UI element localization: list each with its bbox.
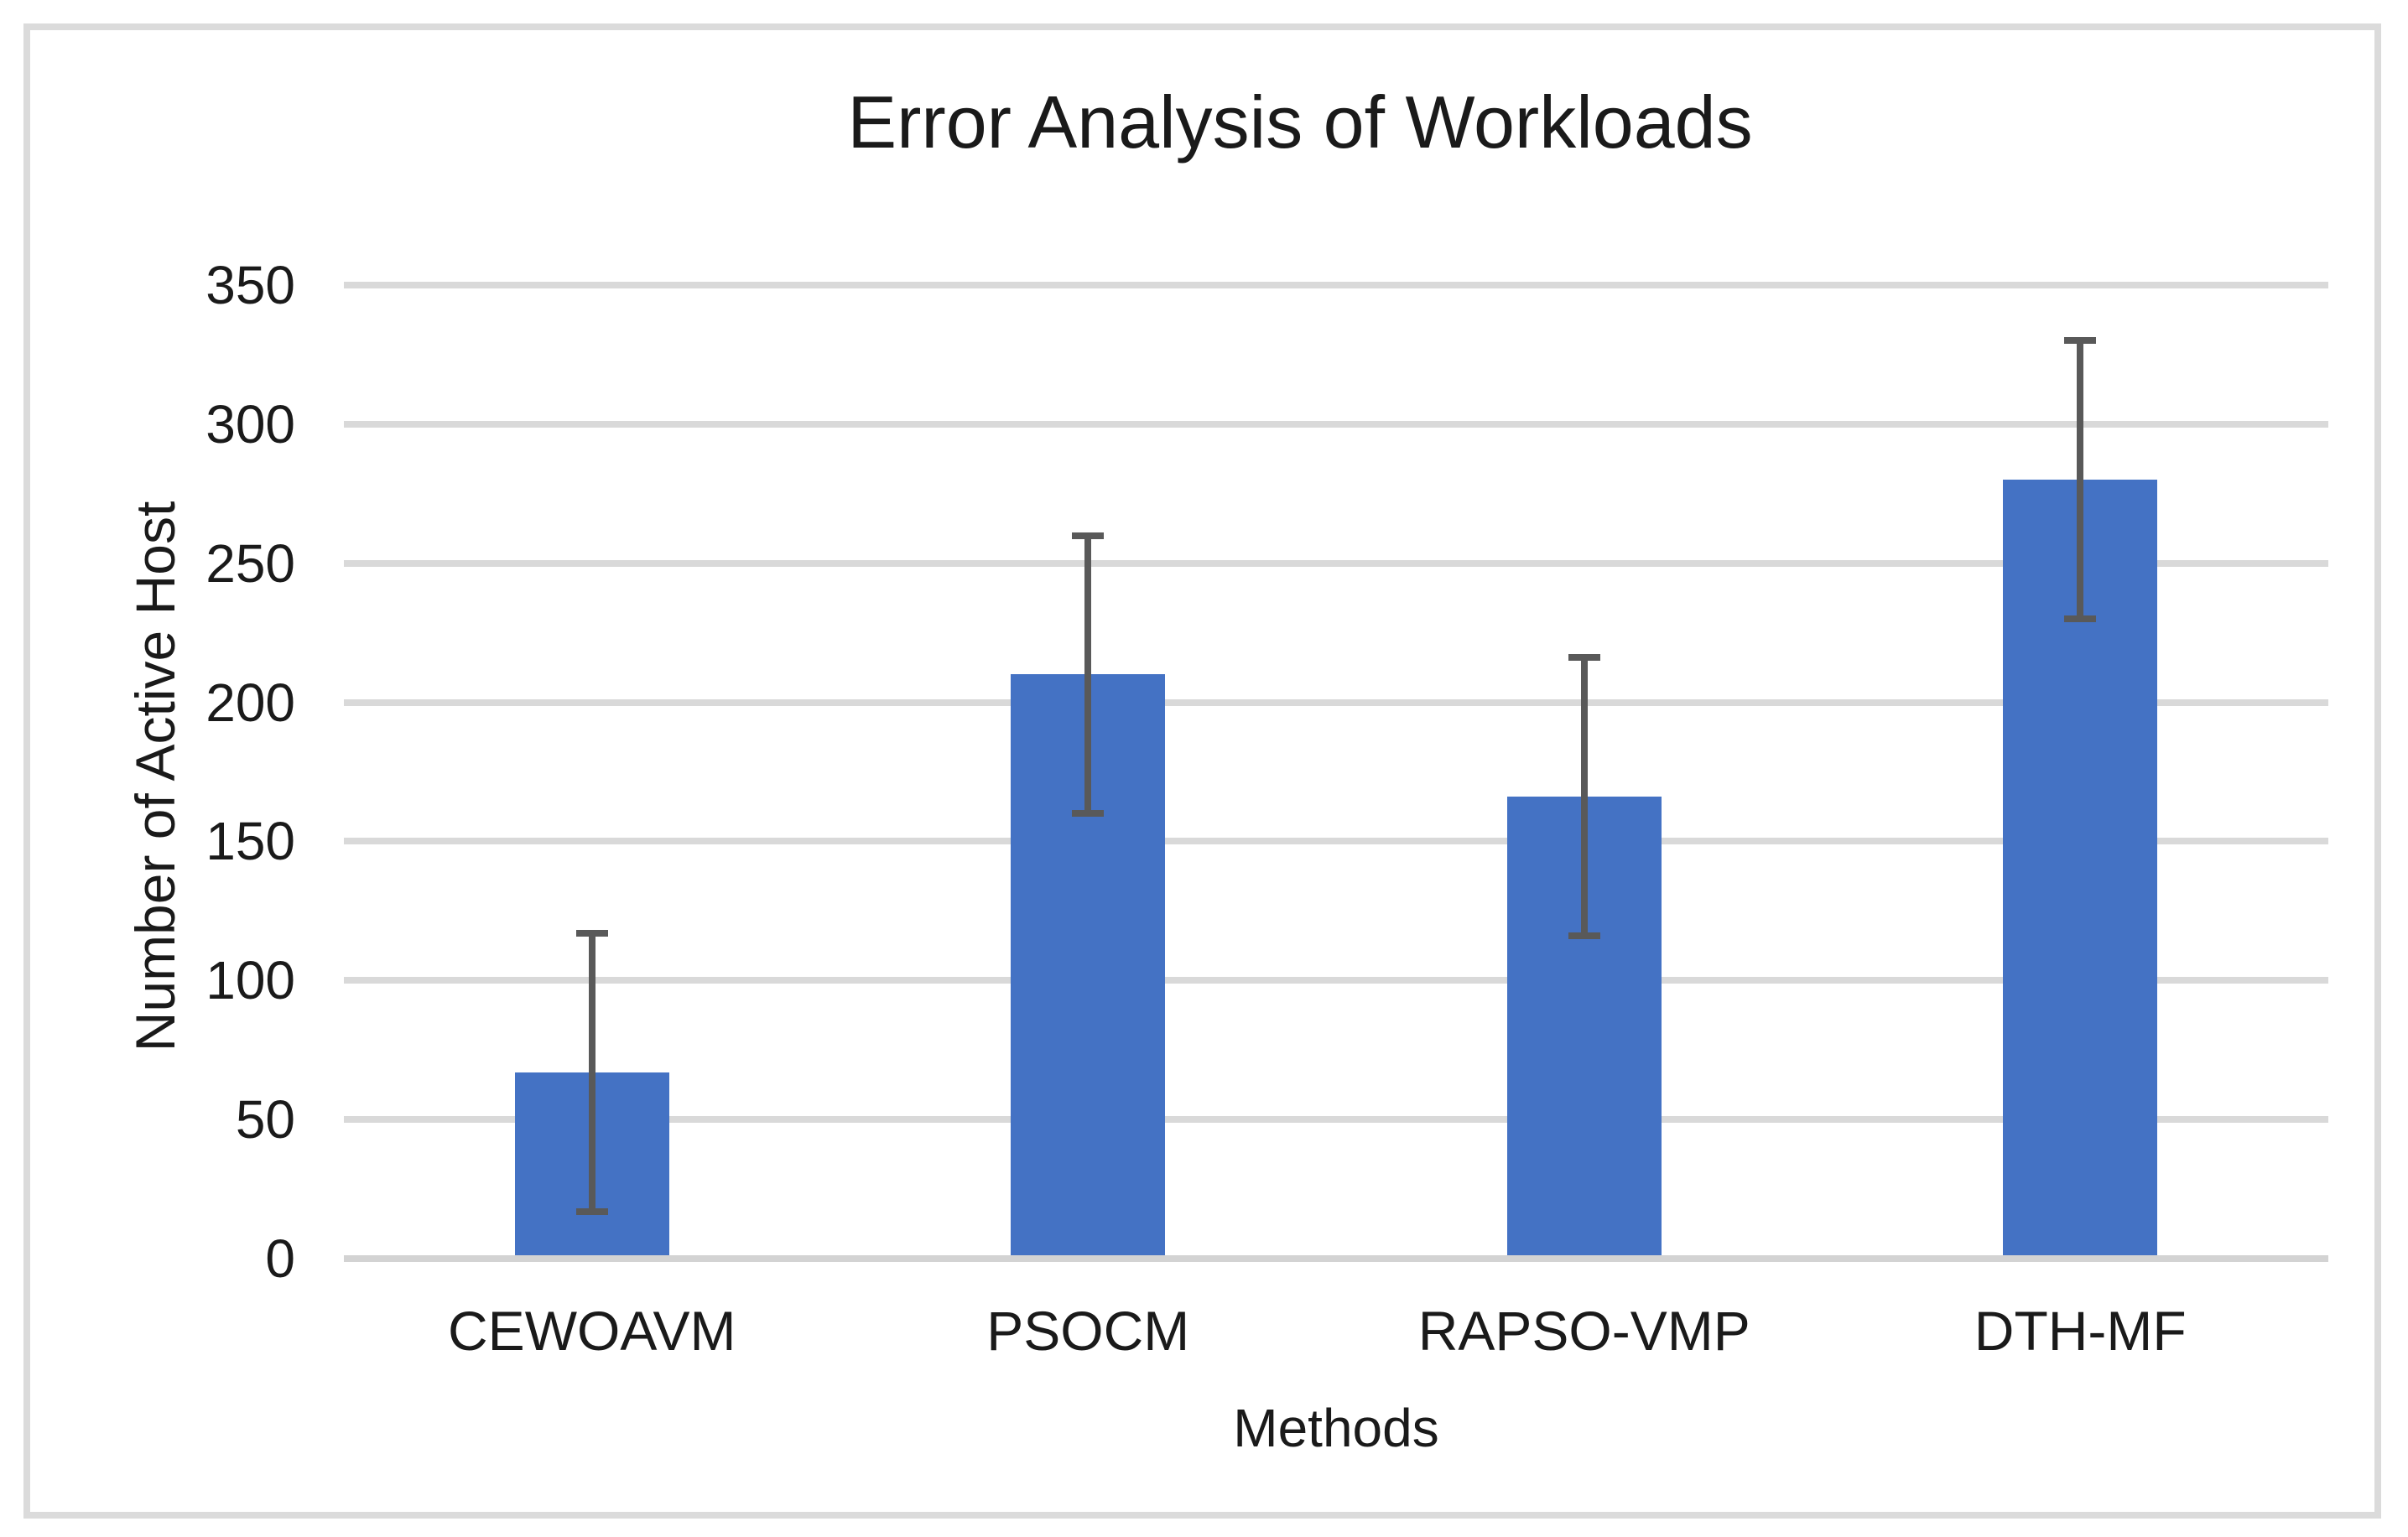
error-bar-cap-top: [1072, 532, 1105, 539]
y-tick-label: 100: [205, 950, 295, 1011]
y-tick-label: 300: [205, 393, 295, 454]
error-bar-cap-top: [2064, 337, 2097, 345]
error-bar-line: [1580, 657, 1588, 937]
error-bar-line: [2077, 340, 2084, 620]
y-tick-label: 350: [205, 255, 295, 315]
x-axis-line: [344, 1255, 2328, 1262]
error-bar-cap-bottom: [1072, 810, 1105, 818]
y-tick-label: 250: [205, 532, 295, 594]
x-category-label: DTH-MF: [1974, 1300, 2187, 1362]
error-bar-line: [588, 932, 595, 1212]
x-axis-title: Methods: [1233, 1398, 1439, 1458]
gridline: [344, 838, 2328, 845]
gridline: [344, 1116, 2328, 1124]
chart-title: Error Analysis of Workloads: [847, 80, 1753, 164]
error-bar-cap-bottom: [575, 1207, 608, 1215]
error-bar-cap-bottom: [2064, 615, 2097, 623]
error-bar-cap-top: [1568, 654, 1600, 662]
y-tick-label: 200: [205, 672, 295, 733]
x-category-label: RAPSO-VMP: [1417, 1300, 1750, 1362]
y-tick-label: 0: [265, 1228, 295, 1289]
gridline: [344, 698, 2328, 706]
gridline: [344, 559, 2328, 567]
error-bar-cap-top: [575, 929, 608, 937]
error-bar-line: [1084, 535, 1092, 814]
x-category-label: CEWOAVM: [448, 1300, 736, 1362]
gridline: [344, 420, 2328, 428]
y-axis-title: Number of Active Host: [124, 501, 186, 1052]
gridline: [344, 282, 2328, 288]
gridline: [344, 977, 2328, 984]
x-category-label: PSOCM: [986, 1300, 1190, 1362]
y-tick-label: 50: [235, 1089, 295, 1150]
y-tick-label: 150: [205, 811, 295, 872]
error-bar-cap-bottom: [1568, 932, 1600, 940]
